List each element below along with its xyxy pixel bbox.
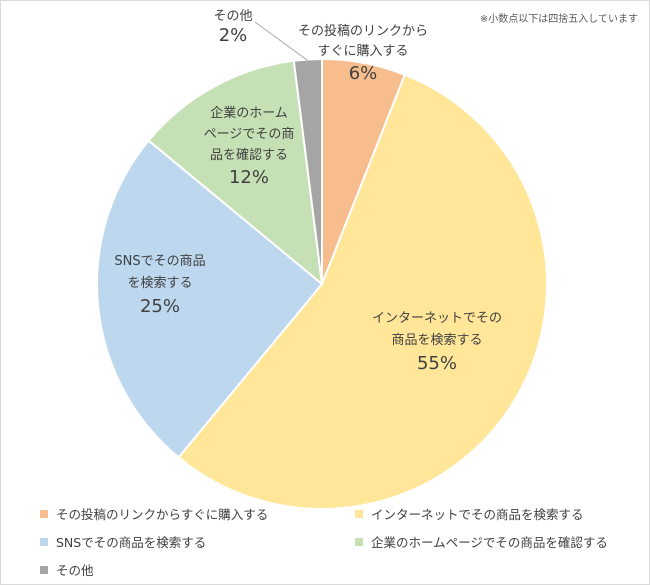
legend-item-sns-search: SNSでその商品を検索する xyxy=(40,532,206,551)
slice-other xyxy=(292,57,323,285)
slice-category-label: 商品を検索する xyxy=(391,333,482,348)
slice-value-label: 25% xyxy=(140,296,180,317)
slice-category-label: インターネットでその xyxy=(372,311,502,326)
legend-label: SNSでその商品を検索する xyxy=(56,535,207,550)
leader-line-other xyxy=(254,21,308,61)
slice-category-label: その他 xyxy=(213,9,252,24)
legend-swatch xyxy=(40,565,48,574)
slice-value-label: 2% xyxy=(219,25,248,46)
slice-company-site xyxy=(147,59,324,287)
legend-label: その他 xyxy=(56,563,94,578)
slice-value-label: 55% xyxy=(417,353,457,374)
slice-value-label: 6% xyxy=(349,63,378,84)
slice-sns-search xyxy=(96,139,324,459)
slice-category-label: を検索する xyxy=(127,276,192,291)
slice-category-label: すぐに購入する xyxy=(317,44,408,59)
slice-value-label: 12% xyxy=(229,167,269,188)
legend-label: その投稿のリンクからすぐに購入する xyxy=(56,507,269,522)
legend-label: 企業のホームページでその商品を確認する xyxy=(371,535,608,550)
slice-internet-search xyxy=(177,73,548,510)
slice-category-label: ページでその商 xyxy=(204,127,295,142)
slice-category-label: その投稿のリンクから xyxy=(298,23,428,39)
legend-item-internet-search: インターネットでその商品を検索する xyxy=(355,504,584,523)
legend-label: インターネットでその商品を検索する xyxy=(371,507,584,522)
legend-item-other: その他 xyxy=(40,560,94,579)
rounding-note: ※小数点以下は四捨五入しています xyxy=(479,14,638,25)
legend-swatch xyxy=(355,509,363,518)
legend-swatch xyxy=(40,509,48,518)
legend-swatch xyxy=(40,537,48,546)
legend-item-company-site: 企業のホームページでその商品を確認する xyxy=(355,532,608,551)
slice-category-label: 品を確認する xyxy=(210,147,288,163)
legend-item-link-purchase: その投稿のリンクからすぐに購入する xyxy=(40,504,268,523)
slice-category-label: 企業のホーム xyxy=(210,105,288,121)
slice-category-label: SNSでその商品 xyxy=(114,254,205,269)
legend-swatch xyxy=(355,537,363,546)
